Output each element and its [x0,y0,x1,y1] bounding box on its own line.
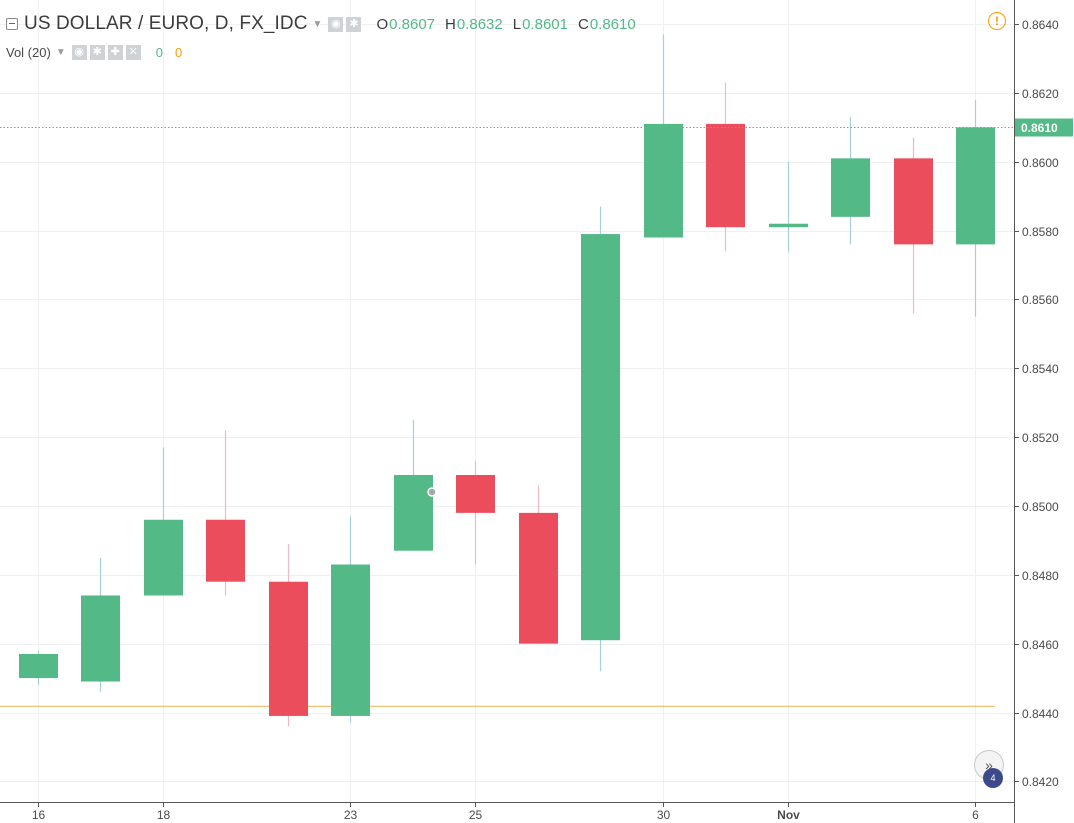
candles [19,34,1058,727]
price-tick-label: 0.8640 [1022,18,1059,32]
candle-body-up [769,223,808,228]
candle-body-up [19,653,58,679]
candle-body-down [519,512,558,644]
price-tick-label: 0.8500 [1022,500,1059,514]
low-value: 0.8601 [522,15,568,33]
crosshair-dot [427,487,437,497]
volume-value: 0 [155,44,163,60]
price-tick-label: 0.8480 [1022,569,1059,583]
chevron-down-icon[interactable]: ▼ [312,18,323,30]
eye-icon[interactable]: ◉ [71,44,87,60]
time-tick-label: 25 [469,808,483,822]
warning-icon[interactable]: ! [988,12,1006,30]
low-label: L [512,15,522,33]
candle-body-down [456,475,495,513]
open-value: 0.8607 [389,15,436,33]
candle-body-down [206,519,245,582]
globe-icon[interactable]: 4 [983,768,1003,788]
candle-body-up [394,475,433,551]
plus-icon[interactable]: ✚ [107,44,123,60]
close-label: C [577,15,589,33]
candle-body-up [644,123,683,238]
candle-body-up [581,234,620,641]
price-tick-label: 0.8460 [1022,638,1059,652]
gear-icon[interactable]: ✱ [346,16,362,32]
time-tick-label: 23 [344,808,358,822]
eye-icon[interactable]: ◉ [328,16,344,32]
close-value: 0.8610 [589,15,636,33]
time-tick-label: Nov [777,808,800,822]
gear-icon[interactable]: ✱ [89,44,105,60]
price-tick-label: 0.8580 [1022,225,1059,239]
open-label: O [376,15,389,33]
candle-body-up [331,564,370,716]
grid-lines [0,0,1014,802]
candle-body-down [894,158,933,245]
time-tick-label: 16 [32,808,46,822]
candle-body-up [831,158,870,217]
candle-body-down [269,581,308,716]
time-tick-label: 18 [157,808,171,822]
time-axis[interactable]: 16 18 23 25 30 Nov 6 [32,802,979,822]
volume-ma-value: 0 [174,44,183,60]
volume-label[interactable]: Vol (20) [6,44,51,60]
price-tick-label: 0.8560 [1022,293,1059,307]
time-tick-label: 30 [657,808,671,822]
last-price-badge [1015,118,1073,137]
candle-body-down [706,123,745,228]
price-tick-label: 0.8440 [1022,707,1059,721]
price-tick-label: 0.8540 [1022,362,1059,376]
time-tick-label: 6 [972,808,979,822]
last-price-text: 0.8610 [1021,121,1058,135]
candle-body-up [144,519,183,596]
high-value: 0.8632 [456,15,503,33]
high-label: H [445,15,456,33]
legend-volume: Vol (20) ▼ ◉ ✱ ✚ ✕ 0 0 [6,42,182,62]
candle-body-up [956,127,995,245]
symbol-title[interactable]: US DOLLAR / EURO, D, FX_IDC [24,13,308,34]
price-tick-label: 0.8620 [1022,87,1059,101]
collapse-legend-button[interactable] [6,18,18,30]
price-axis[interactable]: 0.8420 0.8440 0.8460 0.8480 0.8500 0.8520 0.85… [1014,18,1059,789]
legend-main: US DOLLAR / EURO, D, FX_IDC ▼ ◉ ✱ O 0.86… [6,11,636,37]
price-tick-label: 0.8420 [1022,775,1059,789]
last-price-label: 0.8610 [1015,118,1073,137]
close-icon[interactable]: ✕ [125,44,141,60]
price-tick-label: 0.8520 [1022,431,1059,445]
price-tick-label: 0.8600 [1022,156,1059,170]
chevron-down-icon[interactable]: ▼ [55,46,66,58]
candle-body-up [81,595,120,682]
